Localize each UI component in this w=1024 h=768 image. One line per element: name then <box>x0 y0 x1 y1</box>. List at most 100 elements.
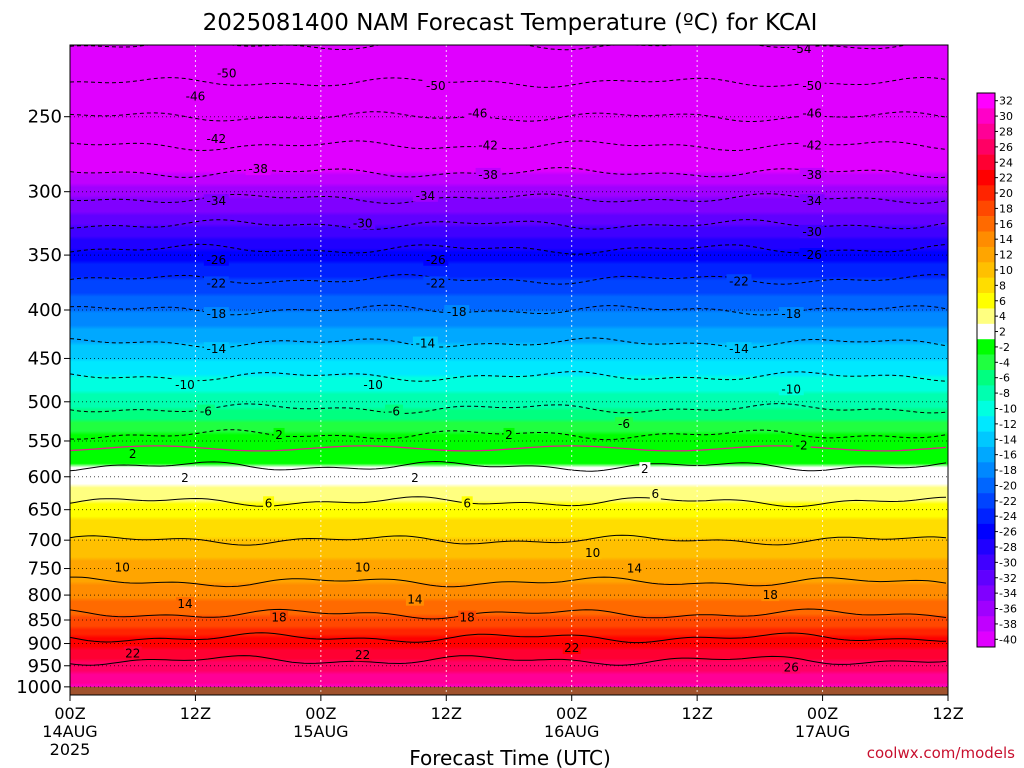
isotherm-label-bg <box>405 592 424 606</box>
colorbar-label: -18 <box>999 464 1017 477</box>
isotherm-label-bg <box>726 274 752 288</box>
isotherm-label-bg <box>353 648 372 662</box>
y-tick-label: 1000 <box>16 677 62 698</box>
colorbar-swatch <box>977 169 995 186</box>
isotherm-label-bg <box>461 496 473 510</box>
isotherm-label: -54 <box>792 42 812 56</box>
y-tick-label: 950 <box>28 656 62 677</box>
x-tick-label: 2025 <box>50 740 91 759</box>
y-tick-label: 700 <box>28 530 62 551</box>
isotherm-label-bg <box>799 106 825 120</box>
colorbar-swatch <box>977 554 995 571</box>
isotherm-label: -30 <box>802 225 822 239</box>
colorbar-label: -4 <box>999 356 1010 369</box>
isotherm-label-bg <box>203 307 229 321</box>
isotherm-label-bg <box>782 660 801 674</box>
colorbar-swatch <box>977 385 995 402</box>
colorbar-label: -10 <box>999 402 1017 415</box>
isotherm-label-bg <box>172 377 198 391</box>
colorbar-label: -20 <box>999 479 1017 492</box>
isotherm-label: 18 <box>460 611 475 625</box>
colorbar-label: -14 <box>999 433 1017 446</box>
isotherm-label: -42 <box>478 138 498 152</box>
colorbar-swatch <box>977 431 995 448</box>
isotherm-line <box>70 576 947 588</box>
isotherm-label: -18 <box>447 305 467 319</box>
chart-title: 2025081400 NAM Forecast Temperature (ºC)… <box>203 10 818 36</box>
colorbar-swatch <box>977 616 995 632</box>
colorbar-swatch <box>977 477 995 494</box>
grid-lines <box>70 45 948 695</box>
isotherm-label-bg <box>182 89 208 103</box>
isotherm-label-bg <box>423 276 449 290</box>
isotherm-label: -46 <box>802 106 822 120</box>
x-tick-label: 16AUG <box>544 722 599 741</box>
isotherm-line <box>70 460 947 472</box>
isotherm-label: -34 <box>207 194 227 208</box>
temperature-field <box>70 45 948 695</box>
colorbar-label: 14 <box>999 233 1013 246</box>
isotherm-label: 22 <box>564 641 579 655</box>
colorbar-label: -34 <box>999 587 1017 600</box>
isotherm-label-bg <box>475 167 501 181</box>
isotherm-label-bg <box>761 588 780 602</box>
isotherm-label-bg <box>270 610 289 624</box>
colorbar-label: 4 <box>999 310 1006 323</box>
colorbar-label: 18 <box>999 202 1013 215</box>
colorbar-label: 16 <box>999 218 1013 231</box>
colorbar-swatch <box>977 339 995 355</box>
y-tick-label: 600 <box>28 467 62 488</box>
isotherm-label: 18 <box>271 611 286 625</box>
isotherm-label-bg <box>562 641 581 655</box>
colorbar-swatch <box>977 354 995 371</box>
colorbar-label: 26 <box>999 141 1013 154</box>
isotherm-label: 10 <box>355 560 370 574</box>
isotherm-label-bg <box>726 342 752 356</box>
y-tick-label: 850 <box>28 610 62 631</box>
isotherm-label: -42 <box>207 132 227 146</box>
isotherm-label: -6 <box>388 405 400 419</box>
colorbar-label: 12 <box>999 249 1013 262</box>
y-tick-label: 500 <box>28 392 62 413</box>
x-tick-label: 00Z <box>556 704 587 723</box>
colorbar-swatch <box>977 446 995 463</box>
isotherm-line <box>70 608 947 620</box>
isotherm-label: -10 <box>781 382 801 396</box>
isotherm-line <box>70 534 947 546</box>
y-tick-label: 550 <box>28 431 62 452</box>
ground-area <box>70 686 948 695</box>
isotherm-label-bg <box>799 248 825 262</box>
isotherm-label: -38 <box>802 168 822 182</box>
isotherm-line <box>70 632 947 644</box>
y-tick-label: 350 <box>28 245 62 266</box>
colorbar-label: -40 <box>999 633 1017 646</box>
isotherm-label-bg <box>465 106 491 120</box>
colorbar-swatch <box>977 293 995 309</box>
colorbar-swatch <box>977 631 995 648</box>
colorbar-label: -30 <box>999 556 1017 569</box>
x-tick-label: 00Z <box>305 704 336 723</box>
isotherm-label-bg <box>273 427 285 441</box>
colorbar-swatch <box>977 277 995 294</box>
colorbar-swatch <box>977 246 995 263</box>
colorbar: 32 30 28 26 24 22 20 18 16 14 12 10 8 6 4 2 -2 -4 -6 -8 -10 -… <box>976 92 1017 648</box>
colorbar-swatch <box>977 308 995 325</box>
isotherm-label-bg <box>123 646 142 660</box>
credit-text[interactable]: coolwx.com/models <box>867 744 1015 762</box>
colorbar-swatch <box>977 139 995 155</box>
isotherm-label-bg <box>614 417 633 431</box>
isotherm-label: 26 <box>784 660 799 674</box>
colorbar-label: -28 <box>999 541 1017 554</box>
isotherm-label: 6 <box>652 487 660 501</box>
isotherm-label: -18 <box>781 307 801 321</box>
isotherm-label-bg <box>214 66 240 80</box>
isotherm-label: 22 <box>125 646 140 660</box>
isotherm-label: -14 <box>729 342 749 356</box>
isotherm-label-bg <box>503 427 515 441</box>
isotherm-label: 2 <box>641 462 649 476</box>
isotherm-label-bg <box>792 438 811 452</box>
colorbar-swatch <box>977 539 995 555</box>
isotherm-label-bg <box>263 496 275 510</box>
isotherm-label: -22 <box>207 276 227 290</box>
